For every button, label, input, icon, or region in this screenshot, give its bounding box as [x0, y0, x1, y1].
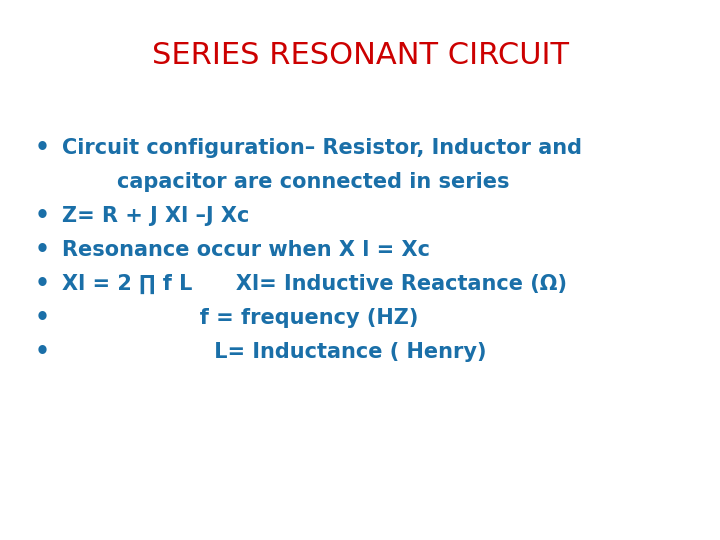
Text: Xl = 2 ∏ f L      Xl= Inductive Reactance (Ω): Xl = 2 ∏ f L Xl= Inductive Reactance (Ω)	[62, 274, 567, 294]
Text: f = frequency (HZ): f = frequency (HZ)	[62, 308, 418, 328]
Text: •: •	[35, 306, 50, 330]
Text: •: •	[35, 340, 50, 364]
Text: L= Inductance ( Henry): L= Inductance ( Henry)	[62, 342, 487, 362]
Text: •: •	[35, 238, 50, 262]
Text: Circuit configuration– Resistor, Inductor and: Circuit configuration– Resistor, Inducto…	[62, 138, 582, 158]
Text: Resonance occur when X l = Xc: Resonance occur when X l = Xc	[62, 240, 430, 260]
Text: capacitor are connected in series: capacitor are connected in series	[117, 172, 510, 192]
Text: •: •	[35, 272, 50, 296]
Text: Z= R + J Xl –J Xc: Z= R + J Xl –J Xc	[62, 206, 249, 226]
Text: •: •	[35, 136, 50, 160]
Text: •: •	[35, 204, 50, 228]
Text: SERIES RESONANT CIRCUIT: SERIES RESONANT CIRCUIT	[151, 40, 569, 70]
